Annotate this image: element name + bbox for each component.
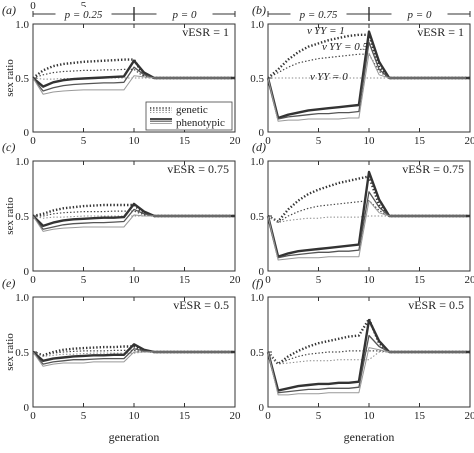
- series-phenotypic-line: [268, 336, 470, 393]
- x-tick-label: 20: [465, 274, 474, 286]
- x-tick-label: 0: [30, 410, 36, 422]
- y-axis-label: sex ratio: [4, 197, 16, 235]
- y-axis-label: sex ratio: [4, 59, 16, 97]
- x-tick-label: 0: [265, 274, 271, 286]
- panel-letter: (c): [2, 140, 15, 154]
- y-tick-label: 1.0: [15, 19, 29, 31]
- x-axis-label: generation: [344, 430, 395, 444]
- y-tick-label: 1.0: [15, 292, 29, 304]
- x-tick-label: 15: [414, 135, 426, 147]
- x-tick-label: 10: [364, 410, 376, 422]
- vyy-label: v YY = 0: [310, 71, 348, 83]
- x-tick-label: 15: [179, 135, 191, 147]
- x-tick-label: 10: [129, 274, 141, 286]
- series-phenotypic-line: [268, 348, 470, 395]
- x-tick-label: 15: [179, 410, 191, 422]
- x-tick-label: 5: [81, 135, 87, 147]
- x-tick-label: 10: [364, 135, 376, 147]
- x-tick-label: 0: [265, 410, 271, 422]
- panel-e: 0 5 10 15 20 0 0.5 1.0(e) vESR = 0.5: [2, 276, 241, 422]
- panel-letter: (a): [2, 3, 16, 17]
- y-tick-label: 0.5: [250, 211, 264, 223]
- p-label: p = 0: [172, 9, 197, 21]
- y-tick-label: 0.5: [250, 347, 264, 359]
- series-phenotypic-line: [268, 53, 470, 121]
- x-tick-label: 20: [230, 274, 242, 286]
- x-axis-label: generation: [109, 430, 160, 444]
- y-tick-label: 0.5: [250, 73, 264, 85]
- x-tick-label: 0: [30, 274, 36, 286]
- vesr-annotation: vESR = 1: [182, 25, 229, 39]
- y-tick-label: 0: [24, 127, 30, 139]
- y-tick-label: 0.5: [15, 347, 29, 359]
- vyy-label: v YY = 0.5: [322, 41, 368, 53]
- top-tick-label: 0: [30, 0, 36, 12]
- panel-b: 0 5 10 15 20 0 0.5 1.0 (b) vESR = 1: [250, 3, 474, 147]
- x-tick-label: 5: [316, 274, 322, 286]
- series-phenotypic-line: [268, 172, 470, 257]
- p-label: p = 0.75: [299, 9, 338, 21]
- series-phenotypic-line: [268, 320, 470, 390]
- p-label: p = 0: [407, 9, 432, 21]
- x-tick-label: 5: [81, 274, 87, 286]
- y-tick-label: 1.0: [15, 156, 29, 168]
- x-tick-label: 10: [364, 274, 376, 286]
- x-tick-label: 5: [81, 410, 87, 422]
- panel-letter: (d): [252, 140, 266, 154]
- series-genetic-line: [268, 176, 470, 221]
- y-tick-label: 0: [24, 266, 30, 278]
- x-tick-label: 20: [465, 410, 474, 422]
- panel-f: 0 5 10 15 20 0 0.5 1.0 (f) vESR = 0.5: [250, 276, 474, 422]
- series-phenotypic-line: [33, 61, 235, 87]
- y-tick-label: 0: [259, 402, 265, 414]
- panel-c: 0 5 10 15 20 0 0.5 1.0(c) vESR = 0.75: [2, 140, 241, 286]
- series-phenotypic-line: [33, 215, 235, 232]
- legend-genetic-label: genetic: [176, 104, 208, 116]
- legend-phenotypic-label: phenotypic: [176, 117, 225, 129]
- vesr-annotation: vESR = 0.75: [167, 162, 229, 176]
- series-genetic-line: [268, 352, 470, 364]
- x-tick-label: 15: [414, 274, 426, 286]
- vesr-annotation: vESR = 1: [417, 25, 464, 39]
- series-genetic-line: [268, 54, 470, 78]
- x-tick-label: 5: [316, 410, 322, 422]
- x-tick-label: 15: [414, 410, 426, 422]
- panel-letter: (f): [252, 276, 263, 290]
- series-genetic-line: [33, 205, 235, 216]
- panel-letter: (e): [2, 276, 15, 290]
- x-tick-label: 10: [129, 410, 141, 422]
- p-label: p = 0.25: [64, 9, 103, 21]
- x-tick-label: 20: [230, 135, 242, 147]
- series-genetic-line: [268, 201, 470, 223]
- y-tick-label: 1.0: [250, 19, 264, 31]
- y-tick-label: 0.5: [15, 211, 29, 223]
- series-genetic-line: [33, 69, 235, 78]
- y-tick-label: 1.0: [250, 292, 264, 304]
- x-tick-label: 20: [465, 135, 474, 147]
- vesr-annotation: vESR = 0.5: [408, 298, 464, 312]
- x-tick-label: 15: [179, 274, 191, 286]
- x-tick-label: 0: [265, 135, 271, 147]
- y-tick-label: 0: [24, 402, 30, 414]
- x-tick-label: 10: [129, 135, 141, 147]
- y-axis-label: sex ratio: [4, 333, 16, 371]
- y-tick-label: 0: [259, 127, 265, 139]
- x-tick-label: 0: [30, 135, 36, 147]
- x-tick-label: 5: [316, 135, 322, 147]
- y-tick-label: 0.5: [15, 73, 29, 85]
- vesr-annotation: vESR = 0.5: [173, 298, 229, 312]
- vesr-annotation: vESR = 0.75: [402, 162, 464, 176]
- y-tick-label: 1.0: [250, 156, 264, 168]
- x-tick-label: 20: [230, 410, 242, 422]
- vyy-label: v YY = 1: [307, 25, 345, 37]
- panel-letter: (b): [252, 3, 266, 17]
